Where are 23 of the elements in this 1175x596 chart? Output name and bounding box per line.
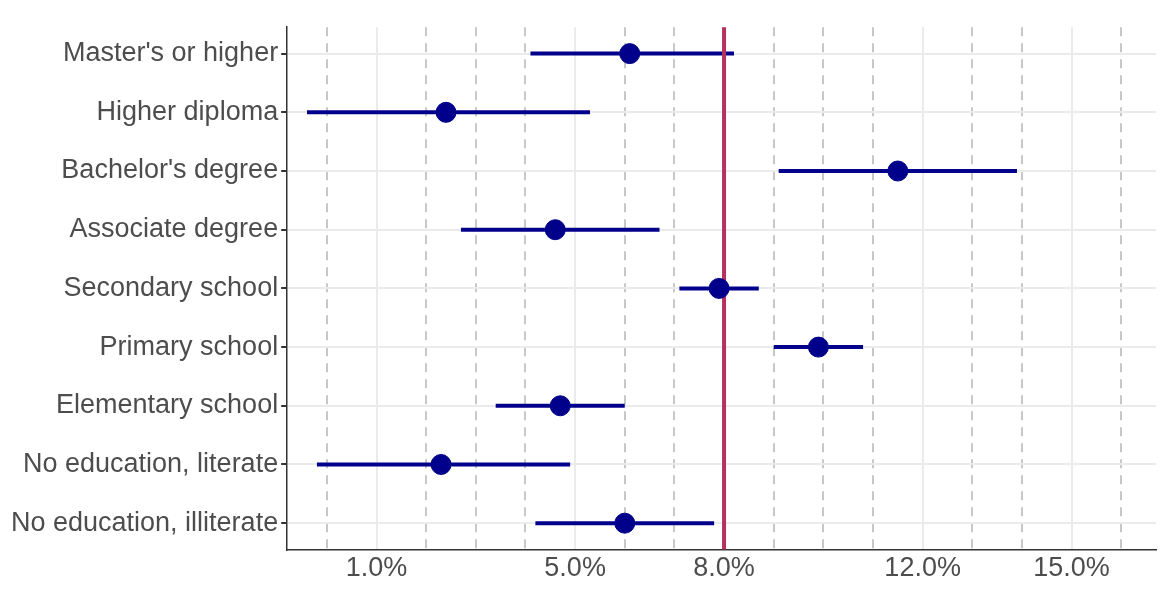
y-tick-label: No education, literate	[23, 447, 279, 478]
point	[544, 219, 566, 241]
y-tick-label: Higher diploma	[96, 95, 280, 126]
y-tick-label: Bachelor's degree	[61, 154, 279, 185]
point	[430, 453, 452, 475]
x-tick-label: 1.0%	[345, 552, 408, 583]
point	[887, 160, 909, 182]
point	[619, 43, 641, 65]
point	[708, 277, 730, 299]
x-tick-label: 12.0%	[884, 552, 961, 583]
y-tick-label: Secondary school	[63, 271, 279, 302]
y-tick-label: Elementary school	[56, 389, 279, 420]
y-tick-label: Primary school	[99, 330, 279, 361]
point	[614, 512, 636, 534]
y-tick-label: Master's or higher	[62, 37, 279, 68]
y-tick-label: Associate degree	[69, 213, 279, 244]
y-tick-label: No education, illiterate	[11, 506, 279, 537]
x-tick-label: 5.0%	[544, 552, 606, 583]
x-tick-label: 15.0%	[1033, 552, 1110, 583]
point	[435, 101, 457, 123]
point	[807, 336, 829, 358]
x-tick-label: 8.0%	[693, 552, 755, 583]
point	[549, 395, 571, 417]
